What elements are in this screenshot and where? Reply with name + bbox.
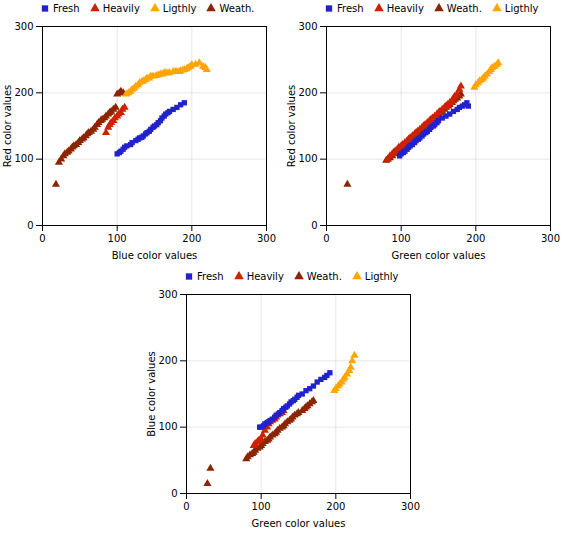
svg-text:100: 100: [14, 153, 33, 164]
html-text:Weath.: Weath.: [219, 2, 255, 14]
svg-text:200: 200: [14, 87, 33, 98]
svg-text:Green color values: Green color values: [252, 518, 346, 529]
svg-text:300: 300: [14, 21, 33, 32]
svg-text:300: 300: [298, 21, 317, 32]
svg-text:200: 200: [326, 501, 345, 512]
svg-text:Red color values: Red color values: [2, 85, 13, 168]
html-text:Ligthly: Ligthly: [364, 270, 399, 282]
svg-text:0: 0: [39, 233, 45, 244]
html-text:Ligthly: Ligthly: [162, 2, 197, 14]
html-text:Heavily: Heavily: [246, 270, 284, 282]
svg-text:200: 200: [466, 233, 485, 244]
svg-text:Green color values: Green color values: [392, 250, 486, 261]
svg-text:0: 0: [183, 501, 189, 512]
html-text:Fresh: Fresh: [53, 2, 80, 14]
svg-text:100: 100: [392, 233, 411, 244]
svg-text:0: 0: [323, 233, 329, 244]
svg-text:100: 100: [252, 501, 271, 512]
svg-text:100: 100: [108, 233, 127, 244]
svg-text:100: 100: [158, 421, 177, 432]
html-text:Weath.: Weath.: [446, 2, 482, 14]
svg-text:0: 0: [27, 220, 33, 231]
svg-text:200: 200: [158, 355, 177, 366]
html-text:Heavily: Heavily: [102, 2, 140, 14]
svg-text:200: 200: [298, 87, 317, 98]
svg-text:Red color values: Red color values: [286, 85, 297, 168]
svg-text:Blue color values: Blue color values: [112, 250, 198, 261]
svg-text:200: 200: [182, 233, 201, 244]
svg-text:0: 0: [311, 220, 317, 231]
svg-text:100: 100: [298, 153, 317, 164]
html-text:Ligthly: Ligthly: [504, 2, 539, 14]
svg-text:300: 300: [257, 233, 276, 244]
svg-text:0: 0: [171, 488, 177, 499]
svg-text:300: 300: [158, 289, 177, 300]
svg-text:Blue color values: Blue color values: [146, 351, 157, 437]
html-text:Fresh: Fresh: [337, 2, 364, 14]
html-text:Heavily: Heavily: [386, 2, 424, 14]
svg-text:300: 300: [541, 233, 560, 244]
html-text:Weath.: Weath.: [306, 270, 342, 282]
svg-text:300: 300: [401, 501, 420, 512]
html-text:Fresh: Fresh: [197, 270, 224, 282]
